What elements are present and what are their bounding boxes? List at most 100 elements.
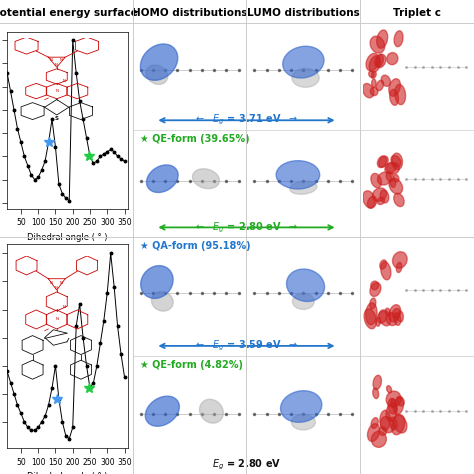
Ellipse shape: [390, 90, 399, 105]
Ellipse shape: [394, 313, 401, 325]
Text: ★ QE-form (4.82%): ★ QE-form (4.82%): [139, 360, 243, 370]
Text: N: N: [63, 305, 66, 309]
Ellipse shape: [386, 403, 397, 421]
Ellipse shape: [379, 156, 388, 167]
Ellipse shape: [387, 53, 398, 64]
Ellipse shape: [292, 68, 319, 87]
Ellipse shape: [381, 262, 391, 280]
Ellipse shape: [364, 309, 376, 329]
X-axis label: Dihedral angle ( ° ): Dihedral angle ( ° ): [27, 233, 108, 242]
Ellipse shape: [363, 191, 375, 208]
Ellipse shape: [371, 173, 382, 188]
Ellipse shape: [370, 87, 378, 96]
X-axis label: Dihedral angle ( ° ): Dihedral angle ( ° ): [27, 472, 108, 474]
Ellipse shape: [369, 56, 381, 73]
Text: $\leftarrow$  $\mathit{E}_g$ = 2.80 eV  $\rightarrow$: $\leftarrow$ $\mathit{E}_g$ = 2.80 eV $\…: [194, 220, 299, 235]
Text: $\leftarrow$  $\mathit{E}_g$ = 3.59 eV  $\rightarrow$: $\leftarrow$ $\mathit{E}_g$ = 3.59 eV $\…: [194, 339, 299, 353]
Ellipse shape: [367, 196, 377, 209]
Ellipse shape: [388, 399, 397, 414]
Ellipse shape: [392, 309, 400, 319]
Ellipse shape: [386, 163, 399, 174]
Ellipse shape: [371, 418, 378, 428]
Text: N: N: [49, 58, 53, 62]
Ellipse shape: [394, 193, 404, 207]
Ellipse shape: [386, 172, 393, 182]
Ellipse shape: [372, 79, 376, 88]
Text: N: N: [55, 89, 58, 93]
Ellipse shape: [373, 388, 379, 399]
Ellipse shape: [391, 399, 396, 408]
Ellipse shape: [146, 65, 168, 84]
Ellipse shape: [392, 415, 405, 435]
Text: $\mathit{E}_g$ = 2.80 eV: $\mathit{E}_g$ = 2.80 eV: [212, 457, 281, 472]
Ellipse shape: [379, 310, 391, 326]
Ellipse shape: [141, 265, 173, 299]
Ellipse shape: [366, 54, 379, 71]
Ellipse shape: [377, 172, 392, 185]
Text: LUMO distributions: LUMO distributions: [247, 8, 360, 18]
Ellipse shape: [381, 75, 391, 86]
Ellipse shape: [377, 30, 388, 48]
Text: N: N: [59, 282, 62, 285]
Ellipse shape: [370, 298, 376, 309]
Ellipse shape: [379, 427, 387, 436]
Ellipse shape: [387, 386, 392, 393]
Text: S: S: [55, 116, 59, 121]
Text: Potential energy surface: Potential energy surface: [0, 8, 138, 18]
Text: N: N: [63, 79, 66, 83]
Ellipse shape: [386, 313, 397, 326]
Ellipse shape: [376, 80, 383, 91]
Ellipse shape: [395, 84, 406, 105]
Ellipse shape: [276, 161, 319, 189]
Ellipse shape: [377, 156, 386, 168]
Ellipse shape: [281, 391, 322, 422]
Ellipse shape: [392, 252, 407, 268]
Text: $\leftarrow$  $\mathit{E}_g$ = 3.71 eV  $\rightarrow$: $\leftarrow$ $\mathit{E}_g$ = 3.71 eV $\…: [194, 113, 299, 128]
Ellipse shape: [380, 260, 386, 269]
Ellipse shape: [386, 391, 401, 407]
Ellipse shape: [292, 414, 315, 430]
Ellipse shape: [380, 410, 391, 430]
Text: N: N: [55, 318, 58, 321]
Ellipse shape: [369, 71, 374, 78]
Ellipse shape: [292, 293, 314, 310]
Ellipse shape: [390, 417, 397, 430]
Ellipse shape: [283, 46, 324, 78]
Text: Triplet c: Triplet c: [393, 8, 441, 18]
Ellipse shape: [380, 190, 389, 203]
Ellipse shape: [389, 79, 401, 96]
Ellipse shape: [367, 424, 380, 441]
Ellipse shape: [146, 396, 179, 426]
Ellipse shape: [376, 55, 383, 67]
Ellipse shape: [389, 305, 401, 322]
Ellipse shape: [152, 292, 173, 311]
Ellipse shape: [140, 44, 178, 80]
Ellipse shape: [393, 415, 407, 433]
Ellipse shape: [396, 396, 404, 406]
Ellipse shape: [390, 179, 396, 187]
Ellipse shape: [377, 197, 385, 204]
Ellipse shape: [394, 31, 403, 47]
Text: ★ QA-form (95.18%): ★ QA-form (95.18%): [139, 241, 250, 251]
Text: HOMO distributions: HOMO distributions: [132, 8, 247, 18]
Ellipse shape: [393, 397, 403, 414]
Ellipse shape: [389, 178, 402, 194]
Ellipse shape: [373, 375, 382, 390]
Ellipse shape: [371, 281, 379, 290]
Text: ★ QE-form (39.65%): ★ QE-form (39.65%): [139, 134, 249, 144]
Ellipse shape: [396, 262, 402, 273]
Ellipse shape: [393, 174, 399, 182]
Ellipse shape: [392, 153, 402, 170]
Ellipse shape: [370, 283, 381, 296]
Ellipse shape: [370, 36, 385, 53]
Ellipse shape: [381, 417, 394, 433]
Ellipse shape: [375, 54, 386, 68]
Ellipse shape: [385, 163, 396, 173]
Ellipse shape: [192, 169, 219, 189]
Ellipse shape: [373, 188, 387, 201]
Ellipse shape: [398, 311, 403, 322]
Ellipse shape: [385, 308, 391, 316]
Ellipse shape: [377, 311, 387, 323]
Text: N: N: [55, 64, 57, 67]
Ellipse shape: [146, 165, 178, 192]
